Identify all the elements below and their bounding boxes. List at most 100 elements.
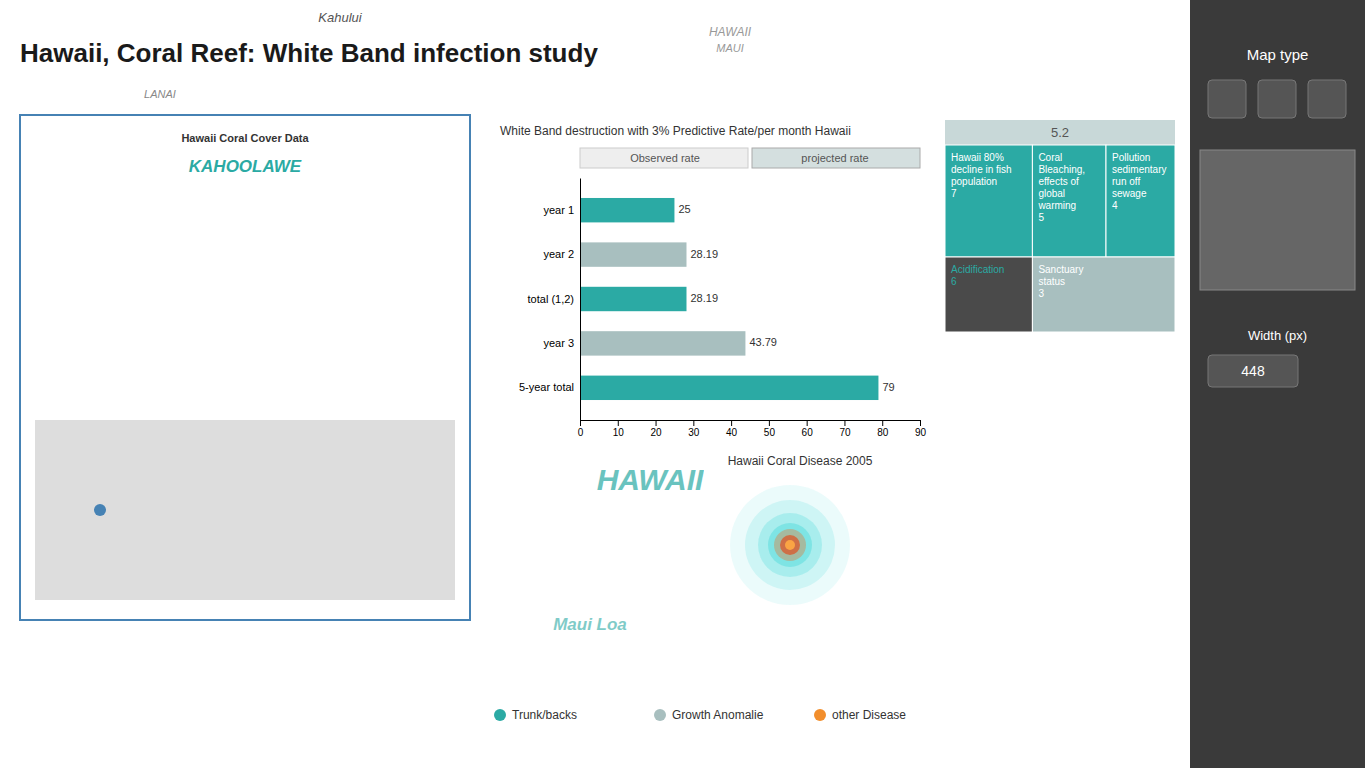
- annotation-line: 6: [951, 276, 957, 287]
- hotspot-core: [785, 540, 795, 550]
- panel-cell: [945, 257, 1032, 332]
- tick-label: year 2: [543, 248, 574, 260]
- bar: [580, 198, 674, 222]
- location-marker: [94, 504, 106, 516]
- tick-mark: [882, 420, 883, 426]
- coral-cover-frame: [20, 115, 470, 620]
- sidebar: [1190, 0, 1365, 768]
- chart-subtitle: White Band destruction with 3% Predictiv…: [500, 124, 851, 138]
- hotspot-glow: [730, 485, 850, 605]
- annotation-line: 4: [1112, 200, 1118, 211]
- y-axis: year 1 year 2 total (1,2) year 3 5-year tota…: [519, 179, 581, 421]
- annotation-line: population: [951, 176, 997, 187]
- panel-cell: [1032, 145, 1106, 257]
- annotation-line: status: [1038, 276, 1065, 287]
- coral-cover-title: Hawaii Coral Cover Data: [181, 132, 309, 144]
- tick-mark: [731, 420, 732, 426]
- data-label: 79: [882, 381, 894, 393]
- legend-swatch: [494, 709, 506, 721]
- tick-label: 0: [578, 427, 584, 438]
- sidebar-text: Map type: [1247, 46, 1309, 63]
- legend-swatch: [654, 709, 666, 721]
- tick-mark: [920, 420, 921, 426]
- tick-label: year 3: [543, 337, 574, 349]
- bar: [580, 287, 686, 311]
- map-preview: [1200, 150, 1355, 290]
- hotspot-glow: [745, 500, 835, 590]
- hotspot-glow: [758, 513, 822, 577]
- tick-label: 60: [802, 427, 814, 438]
- annotation-line: 7: [951, 188, 957, 199]
- panel-cell-text: Pollutionsedimentaryrun offsewage4: [1112, 152, 1166, 211]
- data-label: 25: [678, 203, 690, 215]
- tick-mark: [844, 420, 845, 426]
- annotation-line: warming: [1037, 200, 1076, 211]
- annotation-line: 3: [1038, 288, 1044, 299]
- annotation-line: Acidification: [951, 264, 1004, 275]
- panel-title-box: [945, 120, 1175, 145]
- tick: 30: [688, 420, 700, 438]
- header-label: projected rate: [801, 152, 868, 164]
- data-labels: 2528.1928.1943.7979: [678, 203, 894, 393]
- legend-label: Trunk/backs: [512, 708, 577, 722]
- sidebar-value: 448: [1241, 363, 1265, 379]
- bar: [580, 331, 745, 355]
- tick: year 1: [543, 204, 580, 216]
- map-type-icon: [1258, 80, 1296, 118]
- tick-label: 20: [650, 427, 662, 438]
- tick-label: 90: [915, 427, 927, 438]
- tick-mark: [693, 420, 694, 426]
- map-type-icon: [1208, 80, 1246, 118]
- map-label: HAWAII: [597, 463, 704, 496]
- panel-cell-text: Sanctuarystatus3: [1038, 264, 1083, 299]
- tick-label: 5-year total: [519, 381, 574, 393]
- tick-label: year 1: [543, 204, 574, 216]
- data-label: 43.79: [749, 336, 777, 348]
- tick: 10: [613, 420, 625, 438]
- annotation-line: Sanctuary: [1038, 264, 1083, 275]
- tick: year 2: [543, 248, 580, 260]
- tick: 50: [764, 420, 776, 438]
- tick: 90: [915, 420, 927, 438]
- legend-swatch: [814, 709, 826, 721]
- tick-label: 40: [726, 427, 738, 438]
- header-box: [752, 148, 920, 168]
- map-label: KAHOOLAWE: [189, 157, 302, 176]
- tick: 80: [877, 420, 889, 438]
- tick-mark: [807, 420, 808, 426]
- tick: 20: [650, 420, 662, 438]
- hotspot-core: [780, 535, 800, 555]
- map-label: Maui Loa: [553, 615, 627, 634]
- annotation-line: run off: [1112, 176, 1140, 187]
- sidebar-text: Width (px): [1248, 328, 1307, 343]
- tick-label: 10: [613, 427, 625, 438]
- annotation-line: Hawaii 80%: [951, 152, 1004, 163]
- tick-label: total (1,2): [528, 293, 574, 305]
- annotation-line: decline in fish: [951, 164, 1012, 175]
- hotspot-core: [774, 529, 806, 561]
- bar: [580, 376, 878, 400]
- tick: 70: [839, 420, 851, 438]
- panel-cell-text: Hawaii 80%decline in fishpopulation7: [951, 152, 1012, 199]
- tick: 5-year total: [519, 381, 580, 393]
- tick-label: 70: [839, 427, 851, 438]
- hotspot: [730, 485, 850, 605]
- annotation-line: Pollution: [1112, 152, 1150, 163]
- annotation-line: 5: [1038, 212, 1044, 223]
- panel-cell: [1032, 257, 1175, 332]
- tick-label: 80: [877, 427, 889, 438]
- hotspot-glow: [768, 523, 812, 567]
- bars: [580, 198, 878, 400]
- map-label: LANAI: [144, 88, 176, 100]
- map-label: HAWAII: [709, 25, 752, 39]
- data-label: 28.19: [690, 248, 718, 260]
- annotation-line: sewage: [1112, 188, 1147, 199]
- tick-label: 50: [764, 427, 776, 438]
- x-axis: 0 10 20 30 40 50 60 70 80 90: [578, 420, 927, 438]
- legend-label: other Disease: [832, 708, 906, 722]
- tick: 60: [802, 420, 814, 438]
- map-label: Hawaii Coral Disease 2005: [728, 454, 873, 468]
- tick: year 3: [543, 337, 580, 349]
- tick-label: 30: [688, 427, 700, 438]
- tick-mark: [618, 420, 619, 426]
